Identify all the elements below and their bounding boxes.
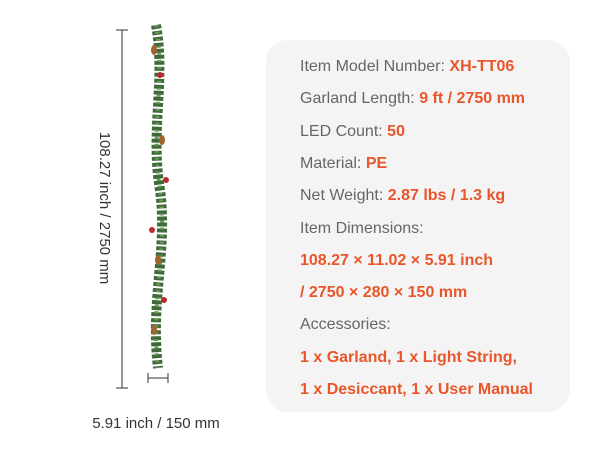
spec-row: Garland Length: 9 ft / 2750 mm bbox=[300, 89, 525, 109]
spec-label: LED Count: bbox=[300, 122, 383, 140]
spec-row: 1 x Desiccant, 1 x User Manual bbox=[300, 380, 533, 400]
spec-row: LED Count: 50 bbox=[300, 122, 405, 142]
spec-row: Net Weight: 2.87 lbs / 1.3 kg bbox=[300, 186, 505, 206]
spec-label: Garland Length: bbox=[300, 90, 415, 108]
spec-card: Item Model Number: XH-TT06 Garland Length… bbox=[266, 40, 570, 412]
spec-value: 9 ft / 2750 mm bbox=[419, 90, 526, 108]
spec-value: XH-TT06 bbox=[449, 58, 515, 75]
spec-label: Accessories: bbox=[300, 316, 391, 334]
spec-row: 1 x Garland, 1 x Light String, bbox=[300, 348, 517, 368]
berry bbox=[157, 72, 163, 78]
pinecone bbox=[155, 255, 161, 265]
pinecone bbox=[151, 45, 157, 55]
berry bbox=[149, 227, 155, 233]
spec-value: 1 x Garland, 1 x Light String, bbox=[300, 348, 517, 366]
spec-label: Item Dimensions: bbox=[300, 219, 424, 237]
height-label: 108.27 inch / 2750 mm bbox=[96, 132, 113, 285]
spec-value: / 2750 × 280 × 150 mm bbox=[300, 284, 468, 302]
spec-value: 2.87 lbs / 1.3 kg bbox=[387, 187, 506, 205]
spec-label: Net Weight: bbox=[300, 187, 384, 205]
spec-row: 108.27 × 11.02 × 5.91 inch bbox=[300, 251, 493, 271]
spec-row: / 2750 × 280 × 150 mm bbox=[300, 283, 467, 303]
spec-label: Material: bbox=[300, 154, 362, 172]
spec-value: 50 bbox=[387, 122, 405, 140]
spec-value: 1 x Desiccant, 1 x User Manual bbox=[300, 381, 533, 398]
spec-row: Item Model Number: XH-TT06 bbox=[300, 57, 514, 77]
spec-row: Item Dimensions: bbox=[300, 219, 424, 239]
spec-label: Item Model Number: bbox=[300, 58, 445, 75]
berry bbox=[163, 177, 169, 183]
spec-value: PE bbox=[365, 154, 388, 172]
spec-value: 108.27 × 11.02 × 5.91 inch bbox=[300, 251, 494, 269]
spec-row: Material: PE bbox=[300, 154, 387, 174]
width-label: 5.91 inch / 150 mm bbox=[92, 415, 220, 432]
berry bbox=[161, 297, 167, 303]
garland bbox=[149, 24, 169, 369]
spec-row: Accessories: bbox=[300, 315, 391, 335]
pinecone bbox=[159, 135, 165, 145]
pinecone bbox=[151, 325, 157, 335]
